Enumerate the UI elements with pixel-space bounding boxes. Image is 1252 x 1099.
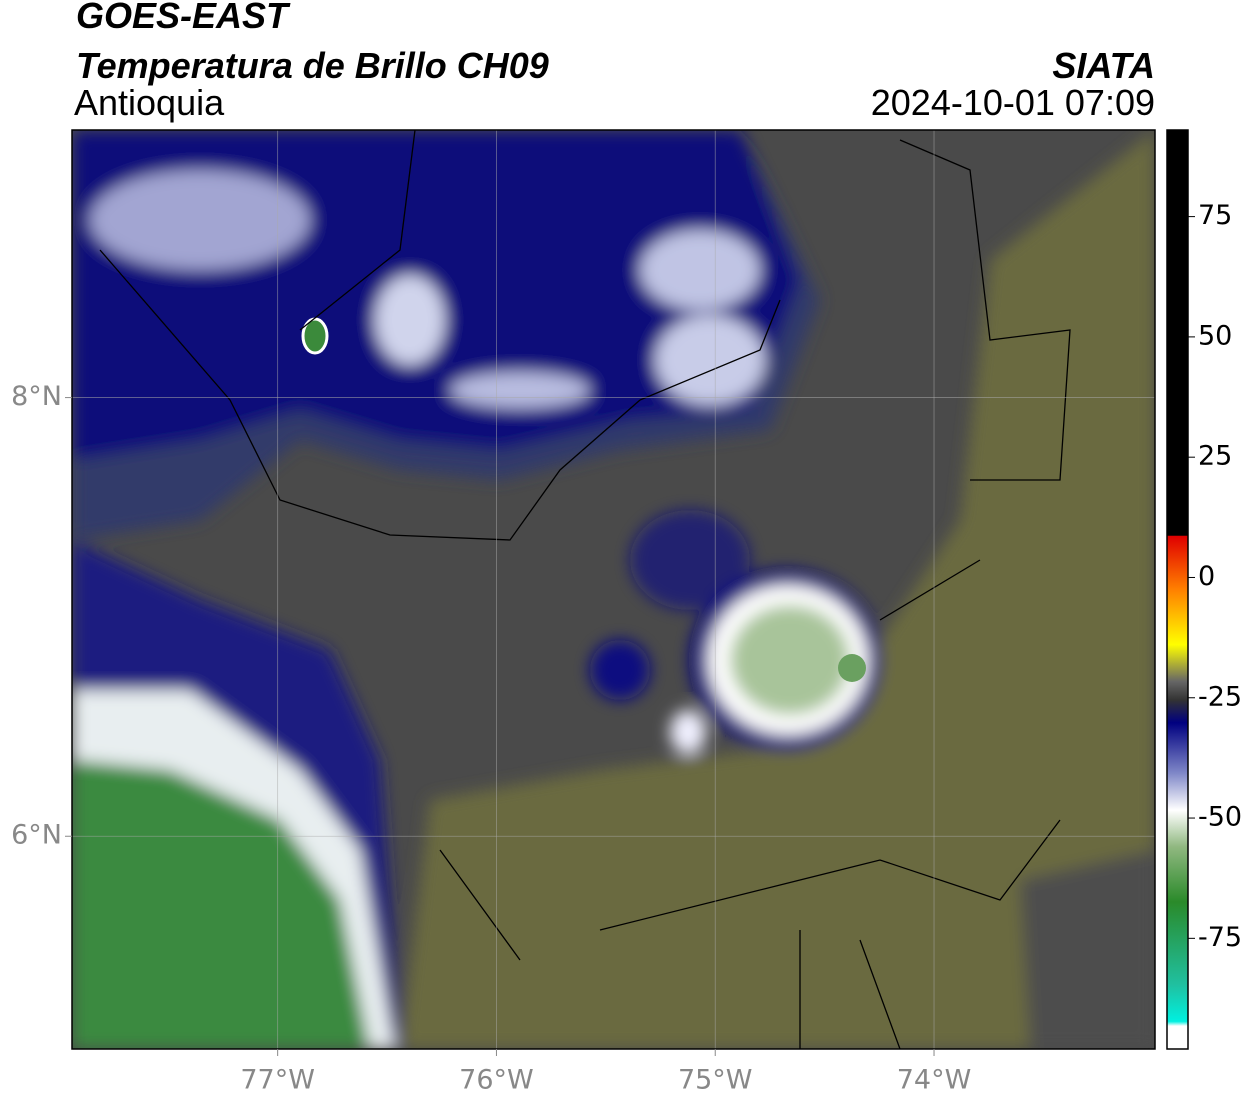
colorbar-tick-label: -25 [1198,681,1242,712]
x-tick-label: 74°W [897,1065,972,1096]
source: SIATA [1052,45,1155,86]
colorbar-tick-label: -75 [1198,922,1242,953]
map-frame [71,129,1156,1050]
satellite-image [72,130,1155,1049]
title: GOES-EAST [76,0,291,36]
colorbar-tick-label: 25 [1198,441,1232,472]
subtitle: Temperatura de Brillo CH09 [76,45,549,86]
x-tick-label: 75°W [678,1065,753,1096]
colorbar-tick-label: 50 [1198,320,1232,351]
colorbar-tick-label: 75 [1198,200,1232,231]
x-tick-label: 77°W [240,1065,315,1096]
y-tick-label: 8°N [11,381,62,412]
tick-layer: 77°W 76°W 75°W 74°W 8°N 6°N 75 50 25 0 -25 -50 -75 [11,200,1242,1095]
colorbar-tick-label: 0 [1198,561,1215,592]
x-tick-label: 76°W [459,1065,534,1096]
colorbar-tick-label: -50 [1198,802,1242,833]
region: Antioquia [74,82,225,123]
y-tick-label: 6°N [11,820,62,851]
colorbar [1166,129,1189,1050]
grid [72,130,1155,1049]
timestamp: 2024-10-01 07:09 [871,82,1155,123]
